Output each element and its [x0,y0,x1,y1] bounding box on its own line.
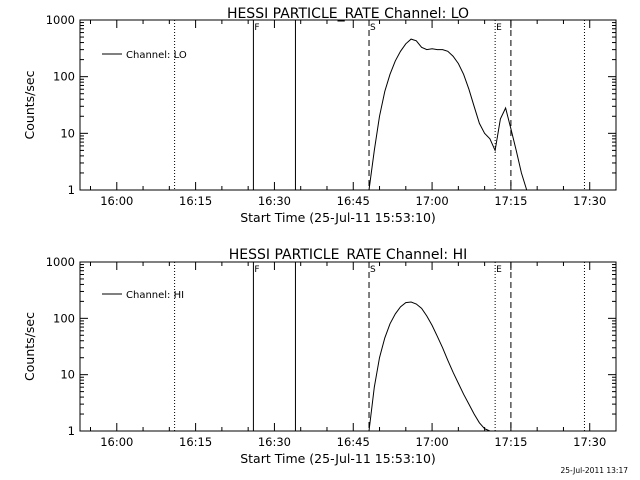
y-axis-label: Counts/sec [22,312,37,381]
marker-label-F: F [254,23,259,33]
legend-label: Channel: LO [126,50,187,61]
chart-panel-2: HESSI PARTICLE_RATE Channel: HI 16:00 16:1… [22,247,617,466]
x-axis-label: Start Time (25-Jul-11 15:53:10) [240,210,436,225]
marker-label-S: S [370,265,376,275]
x-tick-label: 16:15 [179,435,212,449]
series-line-1 [368,38,528,191]
x-tick-label: 17:15 [494,435,527,449]
x-tick-label: 17:00 [416,194,449,208]
chart-title: HESSI PARTICLE_RATE Channel: HI [229,247,467,263]
legend-label: Channel: HI [126,290,184,301]
marker-label-F: F [254,265,259,275]
x-tick-label: 17:15 [494,194,527,208]
x-tick-label: 16:15 [179,194,212,208]
x-tick-label: 16:45 [337,194,370,208]
footer-timestamp: 25-Jul-2011 13:17 [560,466,628,475]
y-tick-label: 100 [53,311,75,325]
y-tick-label: 100 [53,70,75,84]
marker-label-E: E [496,265,502,275]
x-tick-label: 16:00 [100,194,133,208]
plot-frame [79,19,617,191]
y-tick-label: 1 [68,424,75,438]
chart-panel-1: HESSI PARTICLE_RATE Channel: LO 16:00 16:1… [22,6,617,225]
y-tick-label: 10 [60,368,75,382]
x-tick-label: 17:30 [573,194,606,208]
y-tick-label: 1000 [46,255,75,269]
x-tick-label: 17:00 [416,435,449,449]
x-axis-label: Start Time (25-Jul-11 15:53:10) [240,451,436,466]
marker-label-S: S [370,23,376,33]
chart-title: HESSI PARTICLE_RATE Channel: LO [227,6,469,22]
y-tick-label: 10 [60,126,75,140]
x-tick-label: 16:00 [100,435,133,449]
y-tick-label: 1 [68,183,75,197]
x-tick-label: 16:45 [337,435,370,449]
x-tick-label: 16:30 [258,194,291,208]
x-tick-label: 17:30 [573,435,606,449]
y-tick-label: 1000 [46,13,75,27]
marker-label-E: E [496,23,502,33]
series-line-1 [368,301,491,432]
x-tick-label: 16:30 [258,435,291,449]
plot-frame [79,261,617,432]
y-axis-label: Counts/sec [22,70,37,139]
